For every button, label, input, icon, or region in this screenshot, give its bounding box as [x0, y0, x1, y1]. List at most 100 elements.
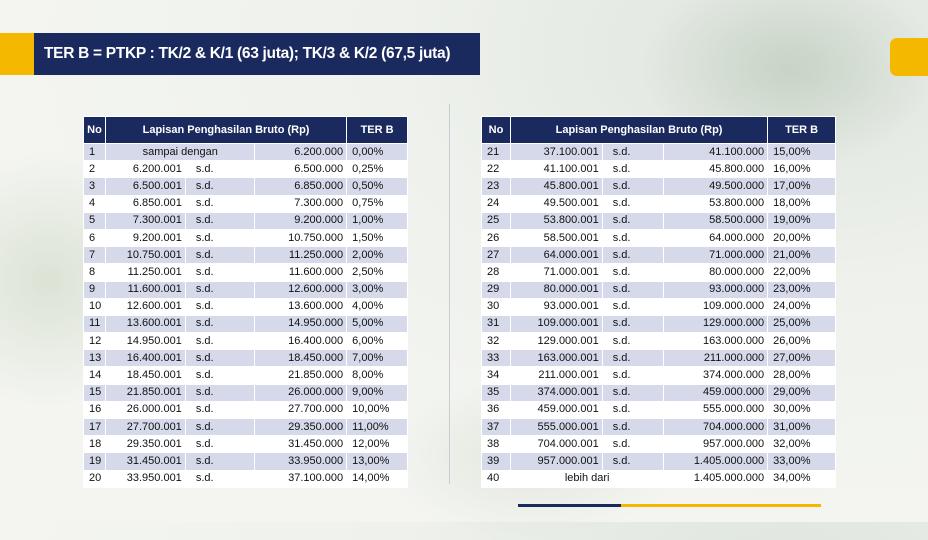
table-row: 31 109.000.001 s.d. 129.000.000 25,00% — [481, 314, 836, 334]
cell-sd: s.d. — [601, 297, 665, 316]
cell-no: 5 — [83, 211, 106, 230]
cell-sd: s.d. — [184, 297, 256, 316]
cell-sd: s.d. — [184, 332, 256, 351]
cell-to: 49.500.000 — [663, 177, 769, 196]
cell-sd: s.d. — [184, 366, 256, 385]
table-row: 5 7.300.001 s.d. 9.200.000 1,00% — [83, 211, 408, 230]
cell-sd: s.d. — [184, 469, 256, 488]
cell-from: 957.000.001 — [509, 452, 603, 471]
cell-ter: 24,00% — [767, 297, 836, 316]
header-ter: TER B — [346, 116, 408, 144]
cell-no: 9 — [83, 280, 106, 299]
cell-no: 21 — [481, 142, 511, 162]
cell-ter: 10,00% — [346, 400, 408, 420]
cell-from: 163.000.001 — [509, 349, 603, 368]
cell-ter: 2,50% — [346, 263, 408, 282]
cell-to: 37.100.000 — [254, 469, 348, 488]
cell-sd: s.d. — [184, 280, 256, 299]
cell-sd: s.d. — [184, 349, 256, 368]
table-row: 16 26.000.001 s.d. 27.700.000 10,00% — [83, 400, 408, 420]
cell-ter: 34,00% — [767, 469, 836, 488]
cell-from: 14.950.001 — [104, 332, 186, 351]
cell-ter: 2,00% — [346, 246, 408, 265]
cell-ter: 0,75% — [346, 194, 408, 213]
table-row: 15 21.850.001 s.d. 26.000.000 9,00% — [83, 383, 408, 402]
cell-ter: 12,00% — [346, 435, 408, 454]
cell-sd: s.d. — [184, 177, 256, 196]
cell-from: 16.400.001 — [104, 349, 186, 368]
cell-sd: s.d. — [601, 228, 665, 248]
cell-sd: s.d. — [184, 383, 256, 402]
cell-sd: s.d. — [184, 211, 256, 230]
table-body-right: 21 37.100.001 s.d. 41.100.000 15,00% 22 41.100… — [481, 142, 836, 488]
cell-from: 26.000.001 — [104, 400, 186, 420]
cell-sd: s.d. — [184, 263, 256, 282]
cell-no: 6 — [83, 228, 106, 248]
cell-to: 27.700.000 — [254, 400, 348, 420]
cell-from: 6.500.001 — [104, 177, 186, 196]
cell-to: 1.405.000.000 — [663, 469, 769, 488]
cell-from: 211.000.001 — [509, 366, 603, 385]
table-row: 33 163.000.001 s.d. 211.000.000 27,00% — [481, 349, 836, 368]
cell-sd: s.d. — [184, 246, 256, 265]
cell-to: 80.000.000 — [663, 263, 769, 282]
cell-from: 704.000.001 — [509, 435, 603, 454]
ter-table-left: No Lapisan Penghasilan Bruto (Rp) TER B … — [83, 116, 408, 488]
cell-ter: 15,00% — [767, 142, 836, 162]
cell-from: 13.600.001 — [104, 314, 186, 334]
cell-sd: s.d. — [601, 332, 665, 351]
table-row: 35 374.000.001 s.d. 459.000.000 29,00% — [481, 383, 836, 402]
table-row: 12 14.950.001 s.d. 16.400.000 6,00% — [83, 332, 408, 351]
cell-sd: s.d. — [601, 366, 665, 385]
cell-ter: 20,00% — [767, 228, 836, 248]
cell-from: 33.950.001 — [104, 469, 186, 488]
cell-no: 23 — [481, 177, 511, 196]
cell-no: 1 — [83, 142, 106, 162]
cell-no: 15 — [83, 383, 106, 402]
cell-no: 11 — [83, 314, 106, 334]
cell-sd: s.d. — [601, 383, 665, 402]
cell-from: 10.750.001 — [104, 246, 186, 265]
cell-to: 374.000.000 — [663, 366, 769, 385]
cell-no: 36 — [481, 400, 511, 420]
cell-ter: 19,00% — [767, 211, 836, 230]
cell-from: 53.800.001 — [509, 211, 603, 230]
cell-no: 26 — [481, 228, 511, 248]
cell-ter: 26,00% — [767, 332, 836, 351]
table-row: 38 704.000.001 s.d. 957.000.000 32,00% — [481, 435, 836, 454]
cell-no: 38 — [481, 435, 511, 454]
cell-to: 41.100.000 — [663, 142, 769, 162]
cell-from: 49.500.001 — [509, 194, 603, 213]
column-divider — [449, 104, 450, 484]
cell-ter: 21,00% — [767, 246, 836, 265]
cell-sd: s.d. — [184, 160, 256, 179]
table-row: 40 lebih dari 1.405.000.000 34,00% — [481, 469, 836, 488]
cell-no: 19 — [83, 452, 106, 471]
cell-sd: s.d. — [601, 142, 665, 162]
cell-from: 71.000.001 — [509, 263, 603, 282]
cell-sd: s.d. — [601, 349, 665, 368]
accent-block-right — [890, 38, 928, 76]
cell-from: 41.100.001 — [509, 160, 603, 179]
table-row: 18 29.350.001 s.d. 31.450.000 12,00% — [83, 435, 408, 454]
cell-to: 9.200.000 — [254, 211, 348, 230]
cell-sd: s.d. — [184, 314, 256, 334]
cell-from: 7.300.001 — [104, 211, 186, 230]
cell-from: 12.600.001 — [104, 297, 186, 316]
cell-to: 53.800.000 — [663, 194, 769, 213]
table-row: 27 64.000.001 s.d. 71.000.000 21,00% — [481, 246, 836, 265]
table-row: 8 11.250.001 s.d. 11.600.000 2,50% — [83, 263, 408, 282]
cell-ter: 8,00% — [346, 366, 408, 385]
cell-ter: 6,00% — [346, 332, 408, 351]
ter-table-right: No Lapisan Penghasilan Bruto (Rp) TER B … — [481, 116, 836, 488]
cell-no: 40 — [481, 469, 511, 488]
table-row: 20 33.950.001 s.d. 37.100.000 14,00% — [83, 469, 408, 488]
table-row: 28 71.000.001 s.d. 80.000.000 22,00% — [481, 263, 836, 282]
cell-from: 109.000.001 — [509, 314, 603, 334]
table-row: 26 58.500.001 s.d. 64.000.000 20,00% — [481, 228, 836, 248]
cell-from: 37.100.001 — [509, 142, 603, 162]
cell-from: 6.200.001 — [104, 160, 186, 179]
cell-from: 27.700.001 — [104, 417, 186, 437]
cell-sd: s.d. — [601, 452, 665, 471]
cell-from: 459.000.001 — [509, 400, 603, 420]
